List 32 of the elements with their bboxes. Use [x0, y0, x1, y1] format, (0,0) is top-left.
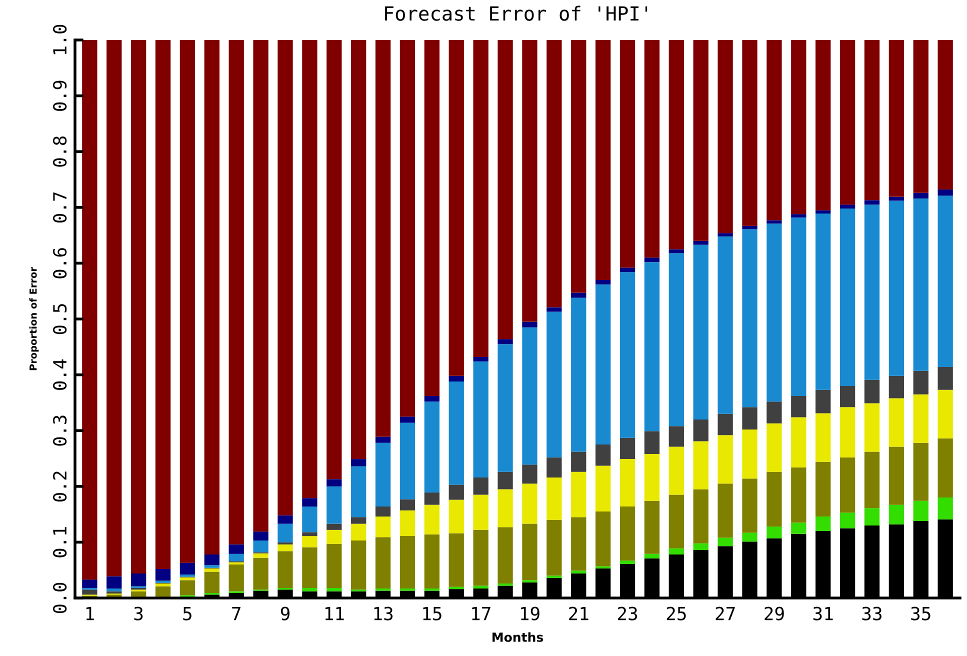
x-tick-label: 15: [423, 606, 442, 620]
x-tick-label: 11: [325, 606, 344, 620]
x-tick-label: 13: [374, 606, 393, 620]
y-tick-label: 0.3: [52, 416, 67, 446]
x-tick-label: 35: [911, 606, 930, 620]
x-tick-label: 25: [666, 606, 686, 620]
y-tick-label: 0.1: [52, 527, 67, 558]
y-axis-title: Proportion of Error: [29, 267, 39, 370]
x-tick-label: 27: [716, 606, 735, 620]
y-tick-label: 0.0: [52, 582, 67, 614]
x-tick-label: 31: [813, 606, 833, 620]
y-tick-label: 0.4: [52, 359, 67, 390]
x-tick-label: 19: [521, 606, 540, 620]
x-tick-label: 5: [183, 606, 192, 620]
y-tick-label: 0.9: [52, 80, 67, 111]
x-tick-label: 7: [232, 606, 240, 620]
chart-title: Forecast Error of 'HPI': [385, 6, 648, 21]
x-tick-label: 29: [764, 606, 784, 620]
x-tick-label: 21: [569, 606, 588, 620]
x-tick-label: 33: [862, 606, 882, 620]
y-tick-label: 0.5: [52, 304, 67, 334]
y-tick-label: 1.0: [52, 24, 67, 54]
x-tick-label: 1: [86, 606, 94, 620]
y-tick-label: 0.7: [52, 192, 67, 223]
x-tick-label: 23: [618, 606, 638, 620]
x-axis-title: Months: [492, 632, 544, 642]
y-tick-label: 0.2: [52, 472, 67, 502]
x-tick-label: 3: [134, 606, 143, 620]
x-tick-label: 9: [280, 606, 290, 620]
y-tick-label: 0.8: [52, 136, 67, 167]
y-tick-label: 0.6: [52, 248, 67, 278]
x-tick-label: 17: [472, 606, 490, 620]
